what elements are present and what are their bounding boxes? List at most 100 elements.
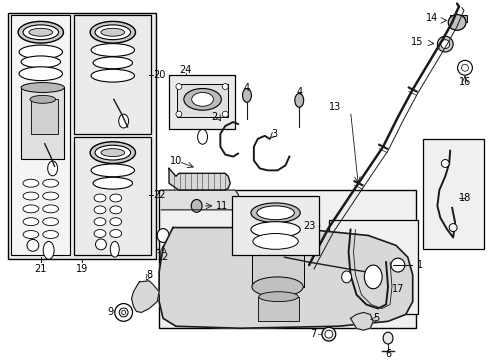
Ellipse shape bbox=[110, 194, 122, 202]
Ellipse shape bbox=[101, 149, 124, 157]
Ellipse shape bbox=[440, 159, 448, 167]
Text: 7: 7 bbox=[309, 329, 315, 339]
Ellipse shape bbox=[21, 82, 64, 93]
Text: 6: 6 bbox=[384, 349, 390, 359]
Ellipse shape bbox=[29, 28, 53, 36]
Ellipse shape bbox=[95, 25, 130, 40]
Ellipse shape bbox=[183, 89, 221, 110]
Ellipse shape bbox=[30, 95, 56, 103]
Bar bbox=[8, 13, 156, 259]
Ellipse shape bbox=[258, 292, 298, 302]
Ellipse shape bbox=[42, 230, 59, 238]
Ellipse shape bbox=[448, 224, 456, 231]
Text: 11: 11 bbox=[216, 201, 228, 211]
Bar bbox=[232, 196, 318, 255]
Bar bbox=[251, 226, 304, 287]
Ellipse shape bbox=[23, 218, 39, 226]
Ellipse shape bbox=[23, 192, 39, 200]
Ellipse shape bbox=[91, 44, 134, 57]
Bar bbox=[328, 220, 417, 314]
Bar bbox=[169, 75, 235, 129]
Ellipse shape bbox=[94, 194, 106, 202]
Ellipse shape bbox=[294, 94, 303, 107]
Text: 24: 24 bbox=[179, 65, 192, 75]
Ellipse shape bbox=[461, 64, 468, 71]
Polygon shape bbox=[350, 312, 372, 330]
Ellipse shape bbox=[440, 40, 449, 49]
Text: 19: 19 bbox=[76, 264, 88, 274]
Ellipse shape bbox=[256, 206, 294, 220]
Ellipse shape bbox=[42, 179, 59, 187]
Text: 12: 12 bbox=[157, 252, 169, 262]
Ellipse shape bbox=[19, 45, 62, 59]
Ellipse shape bbox=[157, 229, 169, 242]
Ellipse shape bbox=[42, 218, 59, 226]
Ellipse shape bbox=[94, 218, 106, 226]
Ellipse shape bbox=[436, 36, 452, 52]
Text: 18: 18 bbox=[458, 193, 470, 203]
Ellipse shape bbox=[110, 206, 122, 214]
Polygon shape bbox=[131, 281, 159, 312]
Text: 3: 3 bbox=[271, 129, 277, 139]
Text: 5: 5 bbox=[372, 313, 379, 323]
Ellipse shape bbox=[23, 230, 39, 238]
Bar bbox=[74, 137, 151, 255]
Ellipse shape bbox=[93, 57, 132, 69]
Bar bbox=[422, 139, 483, 249]
Ellipse shape bbox=[90, 142, 135, 163]
Ellipse shape bbox=[364, 265, 381, 289]
Ellipse shape bbox=[91, 164, 134, 177]
Ellipse shape bbox=[447, 14, 465, 30]
Ellipse shape bbox=[382, 332, 392, 344]
Text: 2: 2 bbox=[211, 112, 217, 122]
Ellipse shape bbox=[42, 192, 59, 200]
Ellipse shape bbox=[43, 242, 54, 259]
Ellipse shape bbox=[23, 179, 39, 187]
Ellipse shape bbox=[222, 84, 228, 90]
Text: 21: 21 bbox=[35, 264, 47, 274]
Bar bbox=[31, 99, 58, 134]
Text: 9: 9 bbox=[107, 307, 114, 318]
Ellipse shape bbox=[251, 277, 303, 297]
Text: 16: 16 bbox=[458, 77, 470, 87]
Ellipse shape bbox=[250, 203, 300, 223]
Ellipse shape bbox=[122, 310, 125, 314]
Bar bbox=[257, 297, 299, 321]
Bar bbox=[449, 15, 466, 22]
Ellipse shape bbox=[110, 218, 122, 226]
Ellipse shape bbox=[191, 93, 213, 106]
Bar bbox=[74, 15, 151, 134]
Ellipse shape bbox=[235, 211, 319, 240]
Ellipse shape bbox=[324, 330, 332, 338]
Text: 10: 10 bbox=[169, 156, 182, 166]
Bar bbox=[11, 15, 70, 255]
Ellipse shape bbox=[18, 21, 63, 43]
Ellipse shape bbox=[42, 205, 59, 213]
Ellipse shape bbox=[252, 234, 298, 249]
Ellipse shape bbox=[176, 84, 182, 90]
Ellipse shape bbox=[48, 161, 58, 176]
Text: 4: 4 bbox=[296, 87, 302, 98]
Ellipse shape bbox=[23, 205, 39, 213]
Ellipse shape bbox=[91, 69, 134, 82]
Ellipse shape bbox=[95, 145, 130, 160]
Text: 23: 23 bbox=[302, 221, 315, 231]
Text: 4: 4 bbox=[244, 82, 249, 93]
Ellipse shape bbox=[90, 21, 135, 43]
Text: 8: 8 bbox=[146, 270, 152, 280]
Ellipse shape bbox=[21, 56, 61, 68]
Bar bbox=[21, 87, 64, 158]
Ellipse shape bbox=[94, 206, 106, 214]
Text: 17: 17 bbox=[391, 284, 403, 294]
Ellipse shape bbox=[94, 230, 106, 238]
Ellipse shape bbox=[245, 215, 309, 237]
Polygon shape bbox=[161, 190, 240, 210]
Ellipse shape bbox=[110, 230, 122, 238]
Ellipse shape bbox=[242, 89, 251, 102]
Ellipse shape bbox=[119, 308, 128, 317]
Ellipse shape bbox=[191, 199, 202, 212]
Bar bbox=[177, 84, 228, 117]
Ellipse shape bbox=[119, 114, 128, 128]
Ellipse shape bbox=[110, 242, 119, 257]
Ellipse shape bbox=[321, 327, 335, 341]
